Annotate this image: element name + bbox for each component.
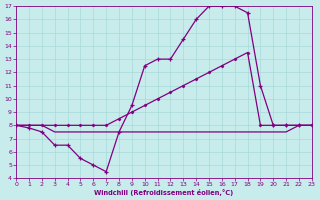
X-axis label: Windchill (Refroidissement éolien,°C): Windchill (Refroidissement éolien,°C) (94, 189, 234, 196)
